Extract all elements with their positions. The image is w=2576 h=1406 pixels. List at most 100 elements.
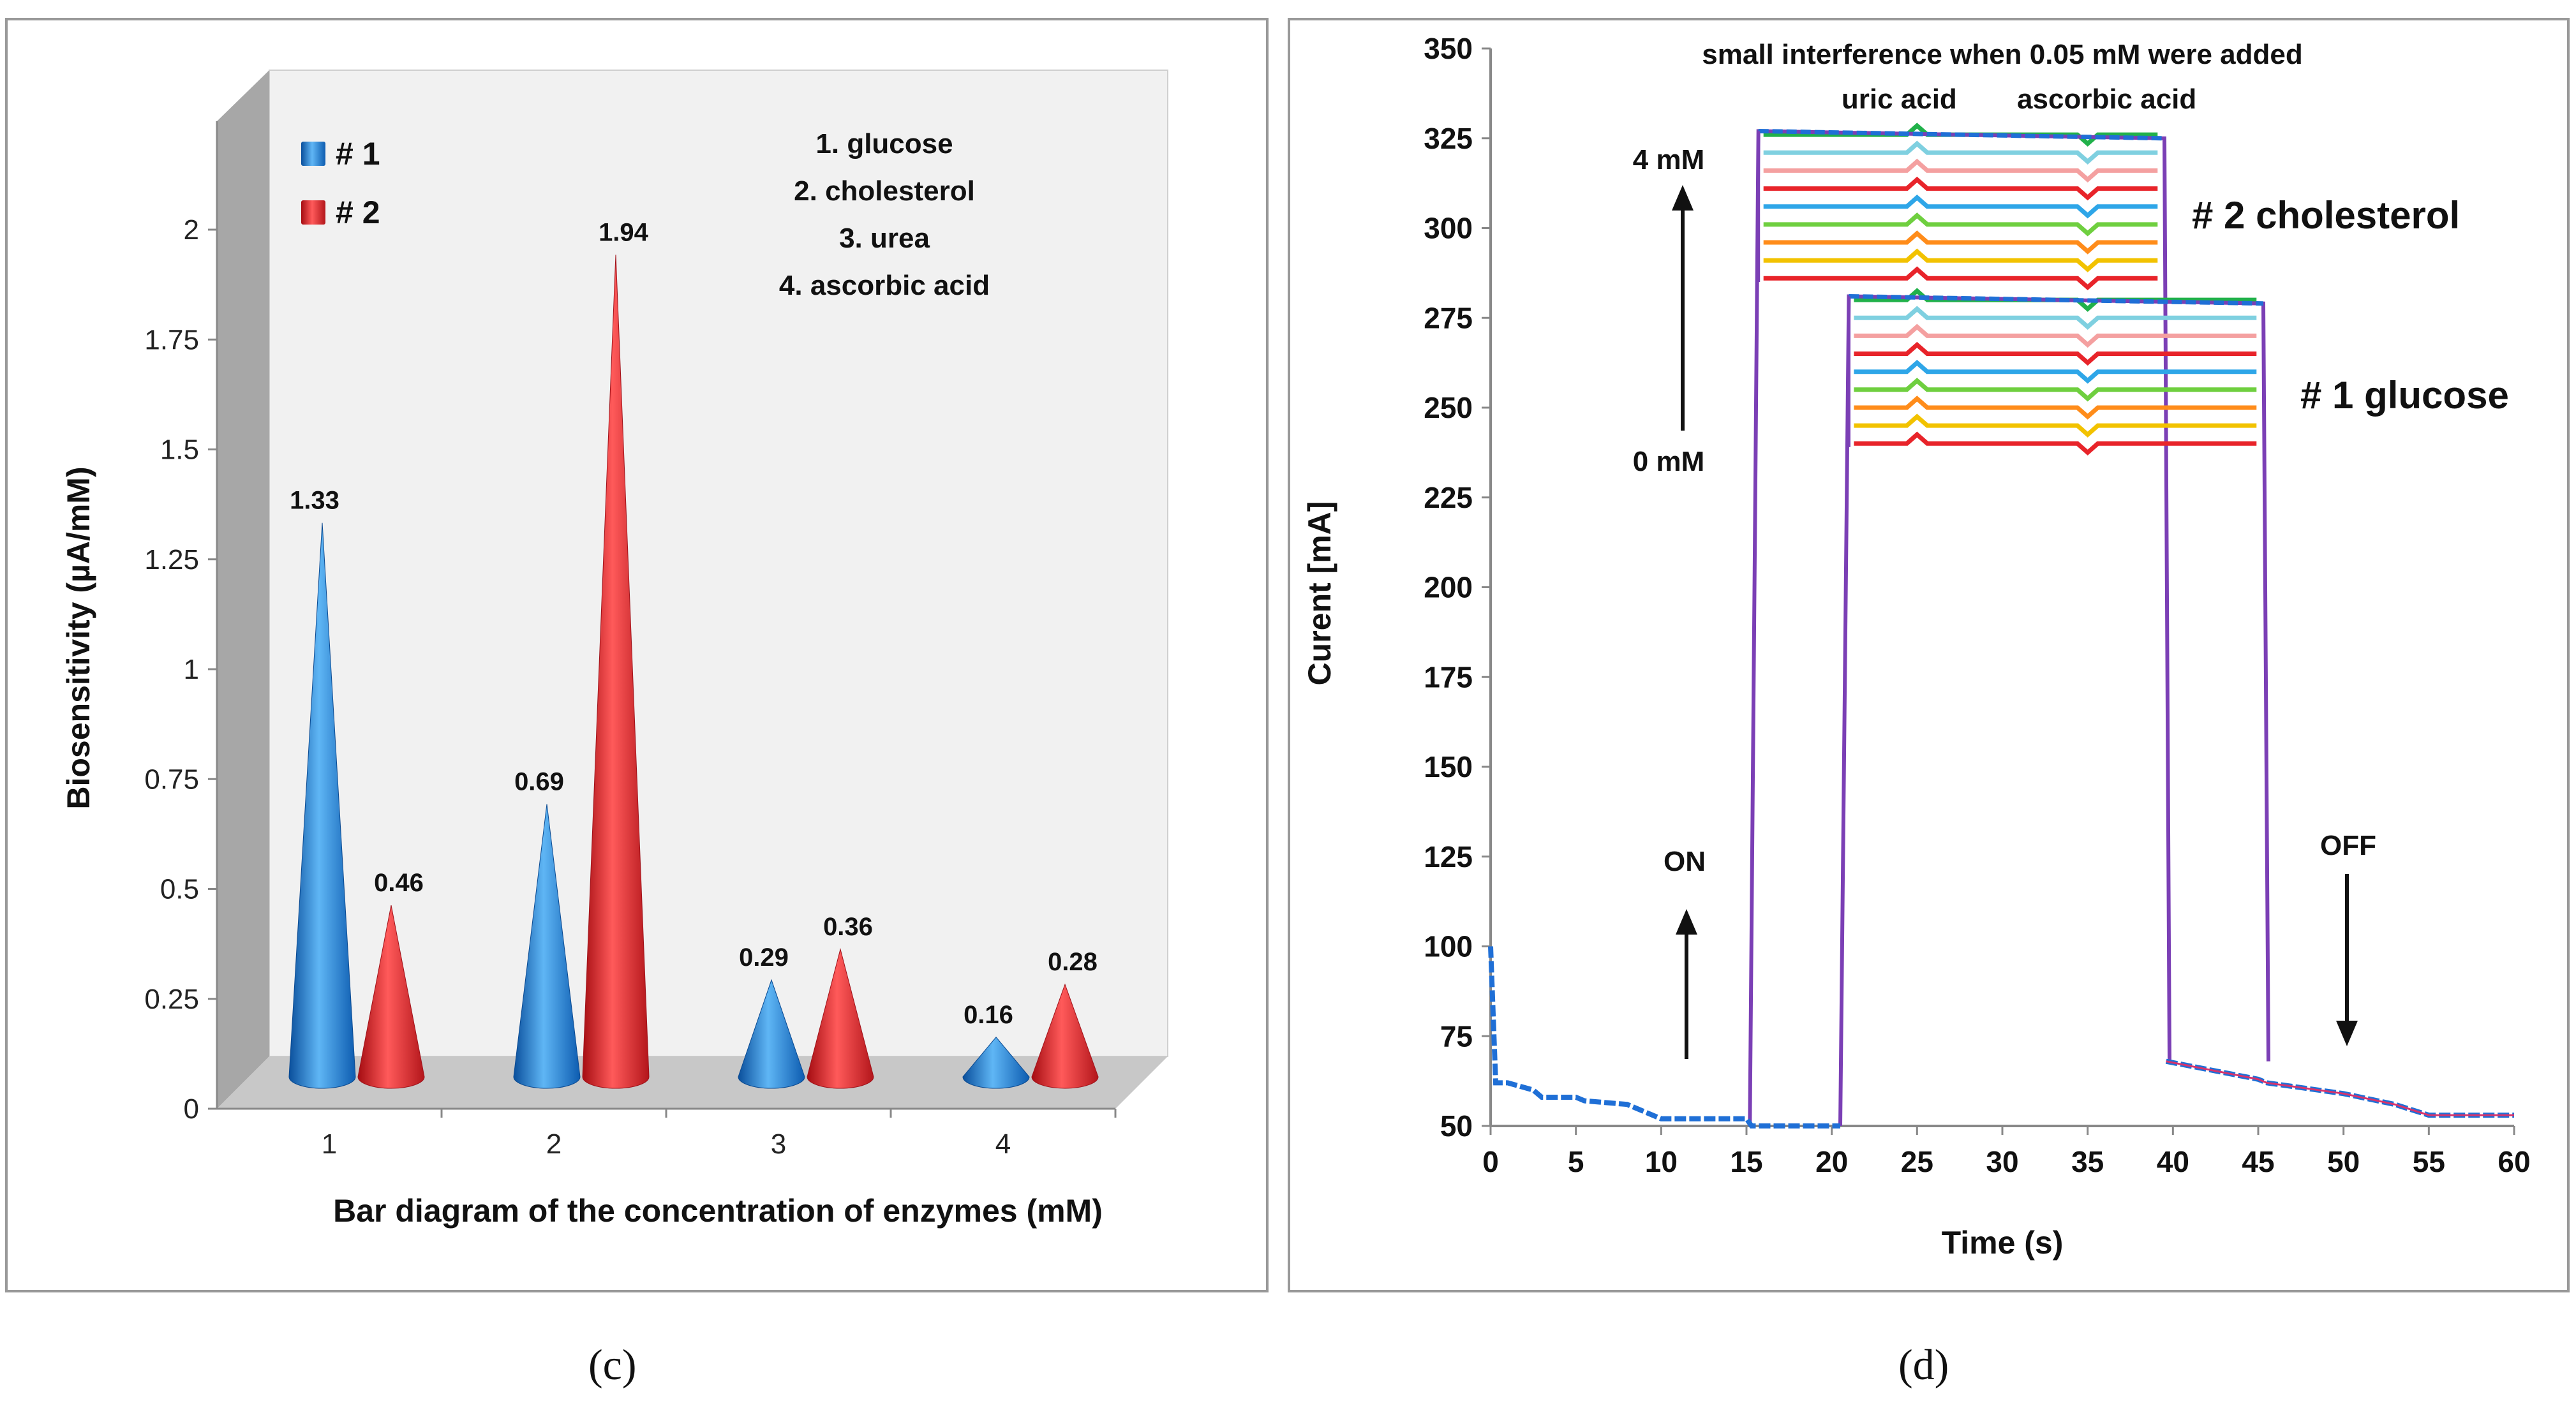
- conc-high-label: 4 mM: [1633, 144, 1704, 175]
- y-tick-label: 100: [1424, 930, 1473, 963]
- y-tick-label: 0: [184, 1093, 199, 1125]
- off-label: OFF: [2320, 830, 2376, 861]
- enzyme-legend-line: 2. cholesterol: [794, 175, 975, 207]
- sensor1-trace-level-1: [1854, 413, 2257, 438]
- sensor1-top-trace: [1849, 294, 2264, 306]
- cone-series1-cat4: [962, 1036, 1030, 1089]
- x-tick-label: 45: [2242, 1145, 2274, 1178]
- value-label: 0.69: [514, 768, 564, 796]
- y-tick-label: 1.5: [160, 434, 199, 466]
- y-tick-label: 300: [1424, 212, 1473, 245]
- x-tick-label: 1: [322, 1128, 337, 1160]
- x-tick-label: 60: [2498, 1145, 2530, 1178]
- x-tick-label: 35: [2071, 1145, 2104, 1178]
- baseline-trace: [1488, 946, 1840, 1128]
- sensor2-label: # 2 cholesterol: [2192, 194, 2460, 237]
- sensor1-label: # 1 glucose: [2300, 374, 2509, 417]
- sensor2-trace-level-7: [1763, 140, 2158, 165]
- y-tick-label: 350: [1424, 32, 1473, 65]
- value-label: 1.94: [599, 218, 649, 246]
- sensor2-top-trace: [1758, 129, 2165, 141]
- sensor1-trace-level-3: [1854, 378, 2257, 402]
- sensor2-trace-level-4: [1763, 194, 2158, 219]
- x-tick-label: 2: [546, 1128, 562, 1160]
- x-tick-label: 5: [1568, 1145, 1584, 1178]
- legend-label: # 1: [336, 136, 380, 172]
- sensor1-envelope-trace: [1838, 294, 2270, 1127]
- sensor1-trace-level-4: [1854, 359, 2257, 384]
- tail-trace-overlay: [2166, 1060, 2514, 1116]
- y-tick-label: 0.5: [160, 874, 199, 905]
- cone-series2-cat1: [357, 905, 425, 1089]
- y-tick-label: 2: [184, 214, 199, 246]
- sensor2-trace-level-3: [1763, 212, 2158, 237]
- x-tick-label: 10: [1645, 1145, 1678, 1178]
- sensor1-trace-level-7: [1854, 306, 2257, 330]
- x-axis-label: Time (s): [1942, 1225, 2064, 1261]
- enzyme-legend-line: 1. glucose: [815, 128, 953, 159]
- sensor2-trace-level-6: [1763, 158, 2158, 183]
- y-tick-label: 325: [1424, 122, 1473, 155]
- x-tick-label: 4: [995, 1128, 1011, 1160]
- value-label: 0.36: [823, 913, 873, 941]
- uric-acid-label: uric acid: [1842, 84, 1957, 115]
- sensor2-trace-level-5: [1763, 176, 2158, 201]
- y-axis-label: Curent [mA]: [1302, 501, 1337, 686]
- side-wall: [217, 70, 269, 1109]
- value-label: 0.46: [374, 869, 424, 897]
- y-tick-label: 1.75: [144, 324, 199, 355]
- x-tick-label: 15: [1730, 1145, 1762, 1178]
- x-axis-label: Bar diagram of the concentration of enzy…: [333, 1193, 1103, 1229]
- value-label: 0.29: [739, 944, 789, 972]
- conc-low-label: 0 mM: [1633, 446, 1704, 477]
- floor: [217, 1056, 1168, 1109]
- off-arrow-head: [2336, 1021, 2358, 1046]
- value-label: 0.28: [1048, 948, 1098, 976]
- x-tick-label: 55: [2413, 1145, 2445, 1178]
- y-tick-label: 0.25: [144, 984, 199, 1015]
- on-arrow-head: [1676, 909, 1697, 935]
- caption-c: (c): [588, 1340, 637, 1389]
- x-tick-label: 0: [1482, 1145, 1499, 1178]
- y-tick-label: 125: [1424, 840, 1473, 873]
- y-axis-label: Biosensitivity (µA/mM): [61, 466, 96, 809]
- legend-swatch: [301, 142, 325, 166]
- value-label: 0.16: [964, 1001, 1013, 1029]
- sensor1-trace-level-6: [1854, 323, 2257, 348]
- legend-label: # 2: [336, 195, 380, 230]
- x-tick-label: 25: [1901, 1145, 1933, 1178]
- cone-series2-cat4: [1031, 983, 1099, 1089]
- y-tick-label: 0.75: [144, 764, 199, 795]
- y-tick-label: 175: [1424, 660, 1473, 693]
- enzyme-legend-line: 4. ascorbic acid: [779, 270, 990, 301]
- caption-d: (d): [1898, 1340, 1949, 1389]
- sensor1-trace-level-2: [1854, 396, 2257, 420]
- sensor2-trace-level-1: [1763, 248, 2158, 272]
- y-tick-label: 50: [1440, 1109, 1473, 1143]
- y-tick-label: 225: [1424, 481, 1473, 514]
- y-tick-label: 150: [1424, 750, 1473, 783]
- x-tick-label: 30: [1986, 1145, 2018, 1178]
- sensor2-trace-level-2: [1763, 230, 2158, 255]
- y-tick-label: 275: [1424, 301, 1473, 334]
- sensor1-trace-level-0: [1854, 431, 2257, 456]
- cone-series1-cat2: [513, 804, 581, 1089]
- y-tick-label: 75: [1440, 1019, 1473, 1053]
- x-tick-label: 3: [771, 1128, 786, 1160]
- y-tick-label: 200: [1424, 571, 1473, 604]
- y-tick-label: 1: [184, 654, 199, 685]
- cone-series2-cat3: [807, 947, 874, 1089]
- sensor2-trace-level-0: [1763, 266, 2158, 291]
- cone-series2-cat2: [582, 255, 650, 1089]
- sensor1-trace-level-5: [1854, 341, 2257, 366]
- enzyme-legend-line: 3. urea: [839, 223, 930, 254]
- conc-arrow-head: [1672, 185, 1694, 211]
- y-tick-label: 1.25: [144, 544, 199, 575]
- value-label: 1.33: [290, 487, 339, 515]
- tail-trace: [2165, 1058, 2514, 1118]
- legend-swatch: [301, 200, 325, 225]
- on-label: ON: [1664, 846, 1706, 877]
- x-tick-label: 20: [1815, 1145, 1848, 1178]
